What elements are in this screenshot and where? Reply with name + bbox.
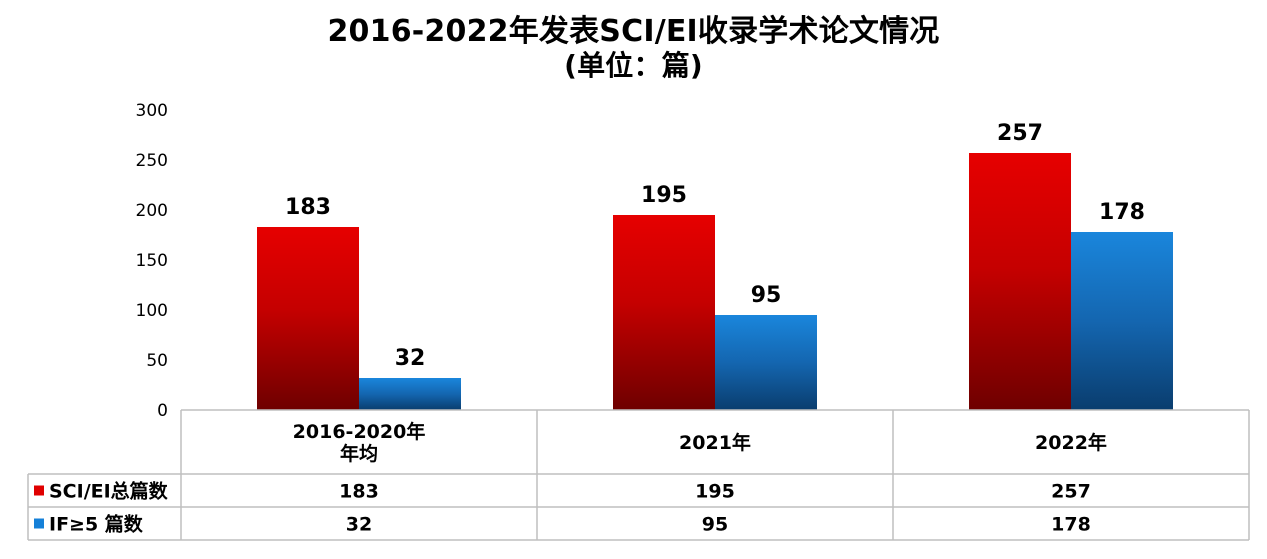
x-tick-label: 年均 — [340, 442, 378, 465]
bars — [257, 153, 1173, 410]
y-tick-label: 100 — [136, 301, 168, 321]
data-labels: 183 32 195 95 257 178 — [285, 121, 1145, 371]
legend-label: SCI/EI总篇数 — [49, 480, 169, 503]
y-tick-label: 200 — [136, 201, 168, 221]
table-cell-value: 95 — [702, 514, 728, 536]
chart-subtitle: (单位：篇) — [564, 49, 703, 82]
legend-swatch — [34, 485, 44, 496]
y-tick-label: 150 — [136, 251, 168, 271]
data-label: 32 — [395, 346, 426, 371]
table-cell-value: 195 — [695, 481, 735, 503]
y-tick-label: 50 — [146, 351, 168, 371]
bar-sci-ei-1 — [613, 215, 715, 410]
data-label: 257 — [997, 121, 1043, 146]
x-tick-label: 2022年 — [1035, 431, 1107, 454]
x-tick-label: 2021年 — [679, 431, 751, 454]
table-cell-value: 257 — [1051, 481, 1091, 503]
legend-label: IF≥5 篇数 — [49, 513, 144, 536]
legend-swatch — [34, 518, 44, 529]
y-tick-label: 0 — [157, 401, 168, 421]
y-tick-label: 300 — [136, 101, 168, 121]
bar-sci-ei-0 — [257, 227, 359, 410]
data-label: 178 — [1099, 200, 1145, 225]
bar-if5-2 — [1071, 232, 1173, 410]
y-axis: 0 50 100 150 200 250 300 — [136, 101, 168, 421]
table-cell-value: 178 — [1051, 514, 1091, 536]
data-label: 95 — [751, 283, 782, 308]
data-label: 183 — [285, 195, 331, 220]
bar-if5-1 — [715, 315, 817, 410]
bar-if5-0 — [359, 378, 461, 410]
chart-title: 2016-2022年发表SCI/EI收录学术论文情况 — [327, 14, 940, 49]
data-label: 195 — [641, 183, 687, 208]
table-cell-value: 183 — [339, 481, 379, 503]
x-tick-label: 2016-2020年 — [293, 420, 426, 443]
bar-sci-ei-2 — [969, 153, 1071, 410]
table-cell-value: 32 — [346, 514, 372, 536]
y-tick-label: 250 — [136, 151, 168, 171]
